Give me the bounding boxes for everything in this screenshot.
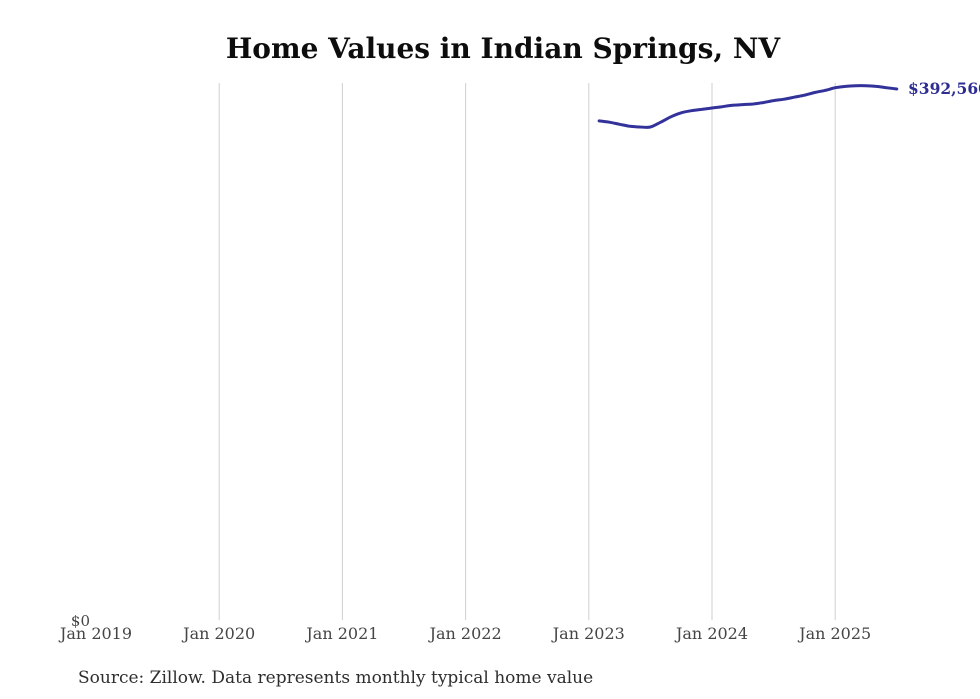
- latest-value-label: $392,560: [908, 79, 980, 98]
- x-axis-tick-label: Jan 2020: [181, 624, 255, 643]
- x-axis-tick-label: Jan 2024: [674, 624, 748, 643]
- home-value-line: [597, 84, 899, 129]
- x-axis-labels-group: Jan 2019 Jan 2020 Jan 2021 Jan 2022 Jan 2023…: [58, 624, 871, 643]
- x-axis-tick-label: Jan 2025: [797, 624, 871, 643]
- x-axis-tick-label: Jan 2023: [551, 624, 625, 643]
- x-axis-tick-label: Jan 2021: [304, 624, 378, 643]
- chart-title: Home Values in Indian Springs, NV: [226, 32, 782, 65]
- source-note: Source: Zillow. Data represents monthly …: [78, 668, 593, 688]
- gridlines-group: [218, 83, 836, 620]
- y-axis-zero-label: $0: [71, 612, 90, 630]
- x-axis-tick-label: Jan 2019: [58, 624, 132, 643]
- x-axis-tick-label: Jan 2022: [428, 624, 502, 643]
